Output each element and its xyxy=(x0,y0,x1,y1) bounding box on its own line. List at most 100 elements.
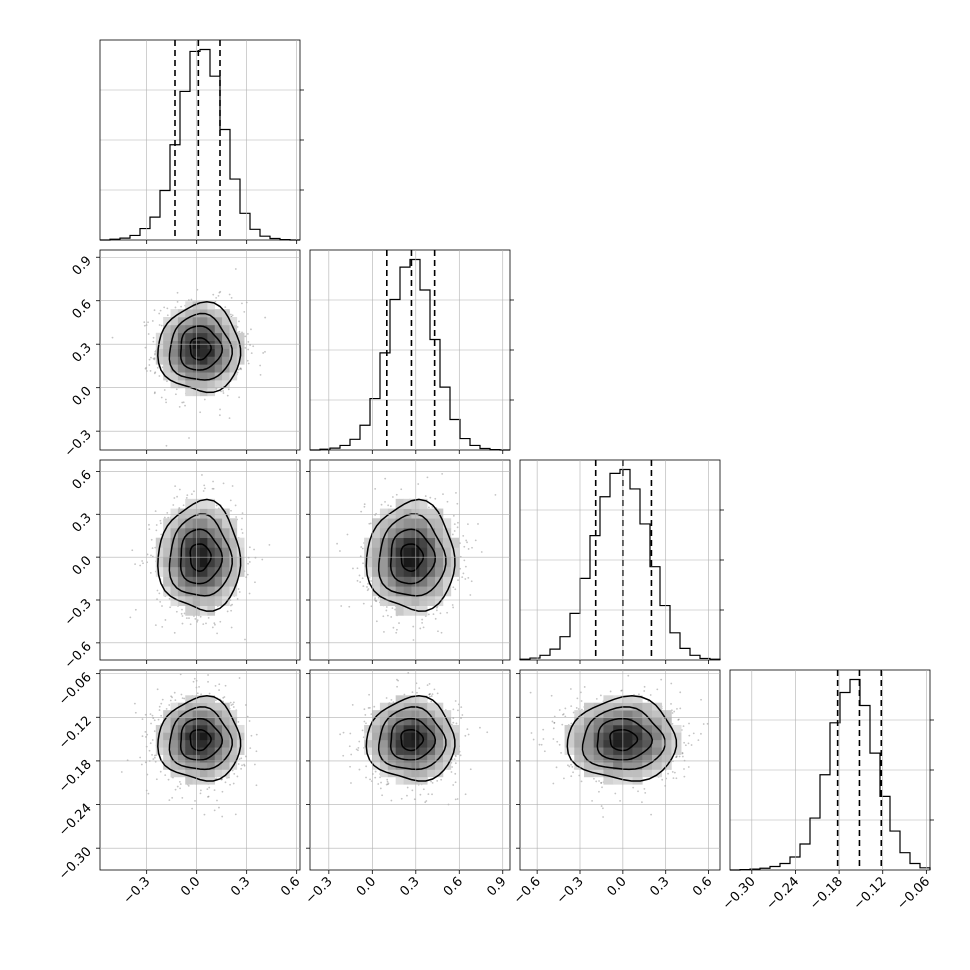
sample-point xyxy=(198,686,200,688)
sample-point xyxy=(238,330,241,333)
density-cell xyxy=(642,762,653,770)
sample-point xyxy=(167,516,170,519)
x-tick-label: 0.0 xyxy=(604,874,629,899)
sample-point xyxy=(153,357,156,360)
sample-point xyxy=(199,615,202,618)
sample-point xyxy=(413,798,416,801)
sample-point xyxy=(147,321,149,324)
density-cell xyxy=(185,356,193,365)
sample-point xyxy=(649,694,652,696)
sample-point xyxy=(460,706,463,709)
density-cell xyxy=(214,769,223,778)
sample-point xyxy=(234,504,237,507)
density-cell xyxy=(185,498,193,509)
density-cell xyxy=(170,309,179,318)
sample-point xyxy=(433,688,436,691)
density-contour xyxy=(377,706,447,771)
sample-point xyxy=(370,605,373,608)
density-cell xyxy=(372,747,381,755)
sample-point xyxy=(120,771,123,773)
panel-frame xyxy=(99,39,301,241)
density-cell xyxy=(214,537,223,548)
sample-point xyxy=(230,626,233,629)
density-cell xyxy=(661,732,672,741)
density-cell xyxy=(419,762,428,770)
density-cell xyxy=(574,732,585,741)
sample-point xyxy=(178,507,181,509)
sample-point xyxy=(538,743,541,746)
density-cell xyxy=(574,717,585,726)
sample-point xyxy=(203,484,206,487)
density-cell xyxy=(207,528,216,539)
density-cell xyxy=(222,739,230,748)
scatter-panel xyxy=(519,669,721,871)
sample-point xyxy=(229,313,232,316)
density-cell xyxy=(170,547,179,558)
sample-point xyxy=(683,768,685,770)
density-cell xyxy=(170,537,179,548)
density-cell xyxy=(613,762,624,770)
sample-point xyxy=(193,677,196,680)
sample-point xyxy=(150,722,152,725)
density-cell xyxy=(222,518,230,529)
sample-point xyxy=(253,763,256,766)
sample-point xyxy=(159,770,162,773)
sample-point xyxy=(154,350,157,353)
panel-frame xyxy=(99,459,301,661)
density-cell xyxy=(214,340,223,349)
density-cell xyxy=(200,739,208,748)
sample-point xyxy=(673,771,676,774)
density-cell xyxy=(185,309,193,318)
sample-point xyxy=(675,756,677,759)
density-cell xyxy=(395,518,404,529)
density-cell xyxy=(214,576,223,587)
density-cell xyxy=(200,710,208,718)
sample-point xyxy=(455,491,457,494)
sample-point xyxy=(179,787,181,790)
density-cell xyxy=(372,537,381,548)
density-cell xyxy=(403,576,412,587)
sample-point xyxy=(246,573,249,576)
sample-point xyxy=(387,782,390,785)
sample-point xyxy=(140,763,143,766)
sample-point xyxy=(133,702,136,705)
y-tick-label: −0.3 xyxy=(62,596,95,629)
sample-point xyxy=(446,500,449,503)
density-cell xyxy=(632,732,643,741)
sample-point xyxy=(350,753,353,756)
density-contour xyxy=(179,717,224,761)
sample-point xyxy=(430,780,432,783)
x-tick-label: −0.06 xyxy=(894,874,933,913)
density-cell xyxy=(364,547,373,558)
sample-point xyxy=(240,368,243,371)
sample-point xyxy=(428,693,431,696)
sample-point xyxy=(152,357,155,360)
density-cell xyxy=(364,739,373,748)
sample-point xyxy=(231,769,234,772)
sample-point xyxy=(154,371,157,374)
sample-point xyxy=(461,714,464,716)
density-cell xyxy=(200,732,208,741)
density-cell xyxy=(163,754,171,763)
sample-point xyxy=(238,591,241,593)
density-cell xyxy=(229,317,238,326)
sample-point xyxy=(403,693,406,696)
density-contour xyxy=(189,729,212,752)
sample-point xyxy=(148,523,150,526)
sample-point xyxy=(427,667,429,669)
density-cell xyxy=(207,724,216,733)
density-cell xyxy=(207,364,216,373)
density-cell xyxy=(185,340,193,349)
sample-point xyxy=(244,638,246,641)
sample-point xyxy=(169,699,172,702)
density-cell xyxy=(427,596,436,607)
sample-point xyxy=(153,392,156,395)
sample-point xyxy=(555,766,558,769)
sample-point xyxy=(564,707,567,710)
density-cell xyxy=(564,732,575,741)
sample-point xyxy=(255,784,258,787)
sample-point xyxy=(692,732,695,735)
density-cell xyxy=(661,710,672,718)
sample-point xyxy=(212,480,214,483)
density-cell xyxy=(379,710,389,718)
